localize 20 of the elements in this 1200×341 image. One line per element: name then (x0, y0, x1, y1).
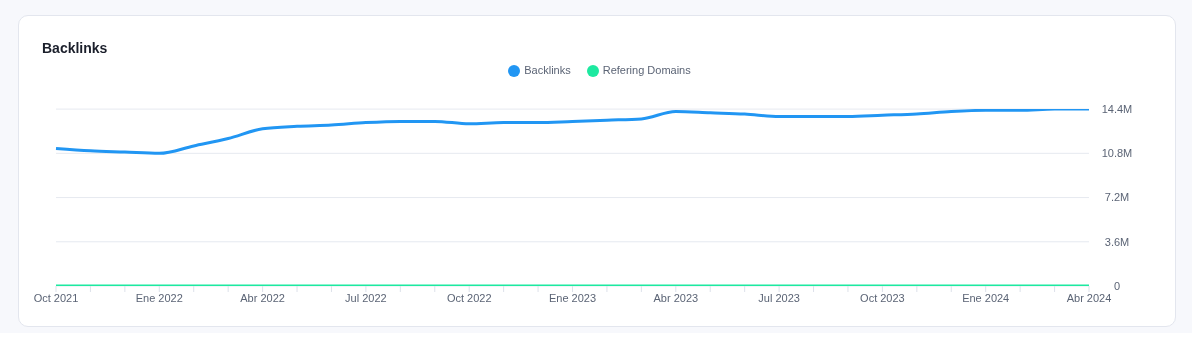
x-tick-label: Abr 2024 (1066, 291, 1112, 304)
legend-label: Refering Domains (602, 64, 691, 76)
x-tick-label: Abr 2022 (240, 291, 285, 304)
x-tick-label: Oct 2021 (33, 291, 79, 304)
line-series (54, 109, 1091, 155)
x-tick-label: Jul 2023 (758, 291, 800, 304)
x-tick-label: Ene 2023 (548, 291, 597, 304)
x-tick-label: Oct 2022 (446, 291, 492, 304)
chart-title: Backlinks (42, 40, 108, 56)
y-tick-label: 10.8M (1101, 147, 1133, 160)
x-tick-label: Oct 2023 (860, 291, 905, 304)
x-tick-label: Abr 2023 (653, 291, 699, 304)
x-tick-label: Jul 2022 (345, 291, 387, 304)
legend-label: Backlinks (524, 64, 571, 76)
x-tick-label: Ene 2022 (135, 291, 183, 304)
y-tick-label: 0 (1113, 279, 1121, 292)
x-tick-label: Ene 2024 (962, 291, 1010, 304)
y-tick-label: 14.4M (1101, 103, 1133, 115)
y-tick-label: 3.6M (1104, 235, 1130, 248)
y-tick-label: 7.2M (1104, 191, 1130, 204)
